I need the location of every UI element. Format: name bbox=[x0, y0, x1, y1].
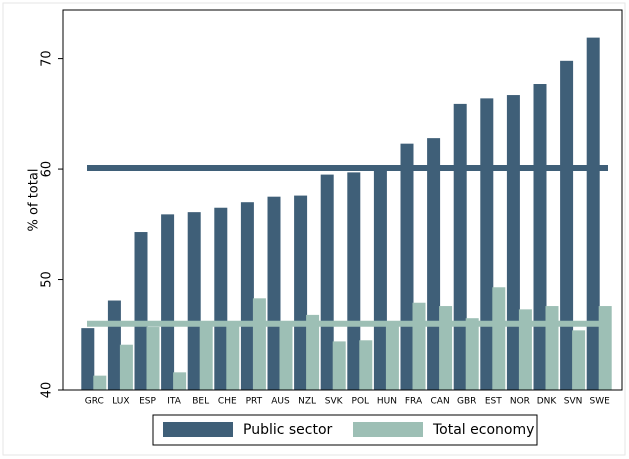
plot-frame bbox=[62, 9, 623, 391]
legend-swatch bbox=[163, 422, 233, 437]
y-tick-label: 50 bbox=[40, 271, 55, 288]
bar bbox=[465, 318, 479, 390]
bar bbox=[400, 143, 414, 390]
x-tick-label: EST bbox=[485, 397, 502, 407]
bar bbox=[93, 375, 107, 390]
bar bbox=[161, 214, 175, 390]
bar bbox=[173, 372, 187, 390]
x-tick-label: ESP bbox=[139, 397, 156, 407]
bar bbox=[453, 103, 467, 390]
x-tick-label: SWE bbox=[590, 397, 611, 407]
bar bbox=[506, 95, 520, 390]
bar bbox=[306, 314, 320, 390]
bar bbox=[359, 340, 373, 390]
legend-box bbox=[152, 414, 538, 446]
bar bbox=[199, 323, 213, 390]
bar bbox=[240, 202, 254, 390]
y-tick-label: 70 bbox=[40, 50, 55, 67]
bar bbox=[279, 324, 293, 390]
bar bbox=[439, 306, 453, 390]
legend-swatch bbox=[353, 422, 423, 437]
x-tick-label: NOR bbox=[510, 397, 530, 407]
bar bbox=[267, 196, 281, 390]
x-tick-label: SVN bbox=[564, 397, 583, 407]
bar bbox=[320, 174, 334, 390]
bar bbox=[480, 98, 494, 390]
x-tick-label: AUS bbox=[271, 397, 290, 407]
bar bbox=[518, 309, 532, 390]
bar bbox=[81, 328, 95, 390]
y-tick-label: 40 bbox=[40, 382, 55, 399]
bar bbox=[294, 195, 308, 390]
bar bbox=[347, 172, 361, 390]
bar bbox=[252, 298, 266, 390]
y-axis-label: % of total bbox=[27, 169, 42, 232]
bar bbox=[492, 287, 506, 390]
y-tick-label: 60 bbox=[40, 161, 55, 178]
x-tick-label: PRT bbox=[246, 397, 263, 407]
x-tick-label: DNK bbox=[537, 397, 558, 407]
bar bbox=[586, 37, 600, 391]
bar bbox=[545, 306, 559, 390]
x-tick-label: HUN bbox=[377, 397, 397, 407]
x-tick-label: GRC bbox=[85, 397, 104, 407]
x-tick-label: BEL bbox=[192, 397, 209, 407]
x-tick-label: FRA bbox=[405, 397, 423, 407]
x-tick-label: CAN bbox=[431, 397, 450, 407]
bar bbox=[385, 323, 399, 390]
bar bbox=[373, 165, 387, 390]
bar bbox=[560, 60, 574, 390]
bar bbox=[572, 330, 586, 390]
x-tick-label: POL bbox=[352, 397, 370, 407]
bar bbox=[412, 302, 426, 390]
bar bbox=[214, 207, 228, 390]
x-tick-label: LUX bbox=[112, 397, 129, 407]
x-tick-label: GBR bbox=[457, 397, 476, 407]
bar bbox=[187, 212, 201, 390]
bar bbox=[146, 327, 160, 390]
bar bbox=[107, 300, 121, 390]
bar bbox=[332, 341, 346, 390]
bar bbox=[226, 321, 240, 390]
bar bbox=[134, 232, 148, 390]
legend-label: Public sector bbox=[243, 422, 333, 438]
legend-label: Total economy bbox=[432, 422, 534, 438]
x-tick-label: ITA bbox=[167, 397, 181, 407]
x-tick-label: NZL bbox=[298, 397, 316, 407]
bar bbox=[533, 84, 547, 390]
bar bbox=[427, 138, 441, 390]
x-tick-label: CHE bbox=[218, 397, 237, 407]
x-tick-label: SVK bbox=[325, 397, 344, 407]
bar bbox=[119, 344, 133, 390]
bar bbox=[598, 306, 612, 390]
